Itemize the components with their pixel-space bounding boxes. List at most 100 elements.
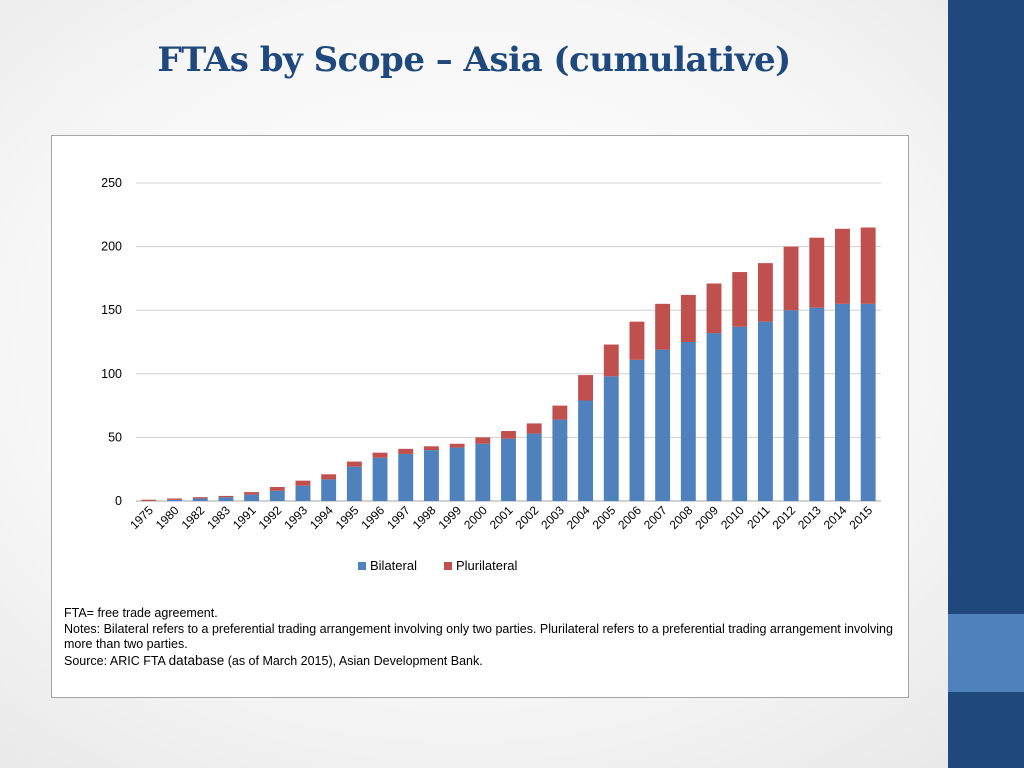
- bar-bilateral-2009: [706, 333, 722, 501]
- bar-bilateral-1998: [423, 450, 439, 501]
- bar-bilateral-1995: [346, 466, 362, 501]
- legend-swatch-plurilateral: [444, 562, 452, 570]
- x-tick-label: 2008: [667, 503, 696, 532]
- y-tick-label: 50: [108, 430, 122, 444]
- bar-bilateral-1991: [244, 494, 260, 501]
- x-tick-label: 2013: [795, 503, 824, 532]
- x-tick-label: 2010: [718, 503, 747, 532]
- bar-plurilateral-1983: [218, 495, 234, 498]
- legend-label-plurilateral: Plurilateral: [456, 558, 518, 573]
- x-tick-label: 2004: [564, 503, 593, 532]
- bar-bilateral-2010: [732, 326, 748, 501]
- bar-plurilateral-2003: [552, 405, 568, 420]
- x-tick-label: 2011: [744, 503, 772, 531]
- bar-bilateral-1996: [372, 457, 388, 501]
- x-tick-label: 2007: [641, 503, 670, 532]
- bar-plurilateral-1998: [423, 446, 439, 451]
- bar-plurilateral-1991: [244, 492, 260, 495]
- bar-plurilateral-2000: [475, 437, 491, 444]
- bar-plurilateral-1982: [192, 497, 208, 499]
- x-tick-label: 2001: [487, 503, 516, 532]
- bar-plurilateral-2011: [757, 263, 773, 322]
- bar-bilateral-2013: [809, 307, 825, 501]
- x-tick-label: 1975: [127, 503, 156, 532]
- x-tick-label: 1998: [410, 503, 439, 532]
- x-tick-label: 1982: [179, 503, 208, 532]
- bar-bilateral-2006: [629, 359, 645, 501]
- bar-plurilateral-2005: [603, 344, 619, 377]
- bar-plurilateral-2004: [578, 375, 594, 401]
- y-tick-label: 150: [101, 303, 122, 317]
- notes-explanation: Notes: Bilateral refers to a preferentia…: [64, 621, 893, 652]
- bar-bilateral-1994: [321, 479, 337, 501]
- decorative-side-accent: [948, 614, 1024, 692]
- bar-bilateral-2002: [526, 433, 542, 501]
- bar-plurilateral-1975: [141, 499, 157, 501]
- x-tick-label: 2003: [538, 503, 567, 532]
- bar-plurilateral-2010: [732, 272, 748, 327]
- x-tick-label: 1997: [384, 503, 413, 532]
- bar-bilateral-2005: [603, 376, 619, 501]
- x-tick-label: 2009: [692, 503, 721, 532]
- bar-plurilateral-1980: [167, 498, 182, 500]
- x-tick-label: 1991: [230, 503, 259, 532]
- y-tick-label: 0: [115, 494, 122, 508]
- bar-bilateral-2007: [655, 349, 671, 501]
- x-tick-label: 1999: [435, 503, 464, 532]
- chart-notes: FTA= free trade agreement. Notes: Bilate…: [64, 606, 894, 669]
- bar-plurilateral-2014: [835, 228, 850, 304]
- x-tick-label: 2002: [513, 503, 542, 532]
- bar-bilateral-2003: [552, 419, 568, 501]
- bar-bilateral-2011: [757, 321, 773, 501]
- x-tick-label: 1983: [204, 503, 233, 532]
- stacked-bar-chart: 0501001502002501975198019821983199119921…: [101, 176, 881, 573]
- bar-bilateral-1992: [269, 490, 285, 501]
- bar-bilateral-1980: [167, 499, 182, 501]
- x-tick-label: 2005: [590, 503, 619, 532]
- bar-plurilateral-1994: [321, 474, 337, 480]
- bar-bilateral-2014: [835, 303, 850, 501]
- bar-bilateral-2004: [578, 400, 594, 501]
- x-tick-label: 1980: [153, 503, 182, 532]
- bar-bilateral-1999: [449, 447, 465, 501]
- source-prefix: Source: ARIC FTA: [64, 653, 169, 668]
- bar-plurilateral-2007: [655, 303, 671, 350]
- source-suffix: (as of March 2015), Asian Development Ba…: [224, 653, 483, 668]
- bar-plurilateral-2006: [629, 321, 645, 360]
- bar-plurilateral-2002: [526, 423, 542, 434]
- x-tick-label: 1994: [307, 503, 336, 532]
- notes-source: Source: ARIC FTA database (as of March 2…: [64, 653, 894, 670]
- x-tick-label: 2012: [769, 503, 798, 532]
- bar-plurilateral-1993: [295, 480, 311, 486]
- bar-bilateral-2012: [783, 310, 799, 501]
- y-tick-label: 100: [101, 367, 122, 381]
- y-tick-label: 250: [101, 176, 122, 190]
- source-database-link: database: [168, 652, 225, 668]
- x-tick-label: 2000: [461, 503, 490, 532]
- bar-plurilateral-2001: [501, 431, 516, 439]
- legend-label-bilateral: Bilateral: [370, 558, 417, 573]
- x-tick-label: 2015: [846, 503, 875, 532]
- bar-bilateral-1982: [192, 498, 208, 501]
- bar-plurilateral-1995: [346, 461, 362, 467]
- x-tick-label: 1995: [333, 503, 362, 532]
- y-tick-label: 200: [101, 240, 122, 254]
- bar-plurilateral-1992: [269, 487, 285, 491]
- notes-definition: FTA= free trade agreement.: [64, 606, 218, 620]
- bar-plurilateral-2008: [680, 294, 696, 342]
- bar-bilateral-2015: [860, 303, 876, 501]
- x-tick-label: 2014: [821, 503, 850, 532]
- bar-plurilateral-2012: [783, 246, 799, 311]
- slide-title: FTAs by Scope – Asia (cumulative): [157, 40, 791, 80]
- x-tick-label: 1996: [358, 503, 387, 532]
- bar-plurilateral-1999: [449, 443, 465, 448]
- bar-plurilateral-1996: [372, 452, 388, 458]
- bar-bilateral-1993: [295, 485, 311, 501]
- bar-plurilateral-2009: [706, 283, 722, 334]
- x-tick-label: 2006: [615, 503, 644, 532]
- bar-bilateral-2000: [475, 443, 491, 501]
- bar-bilateral-1997: [398, 453, 414, 501]
- bar-bilateral-1983: [218, 497, 234, 501]
- bar-plurilateral-2013: [809, 237, 825, 308]
- bar-plurilateral-1997: [398, 448, 414, 454]
